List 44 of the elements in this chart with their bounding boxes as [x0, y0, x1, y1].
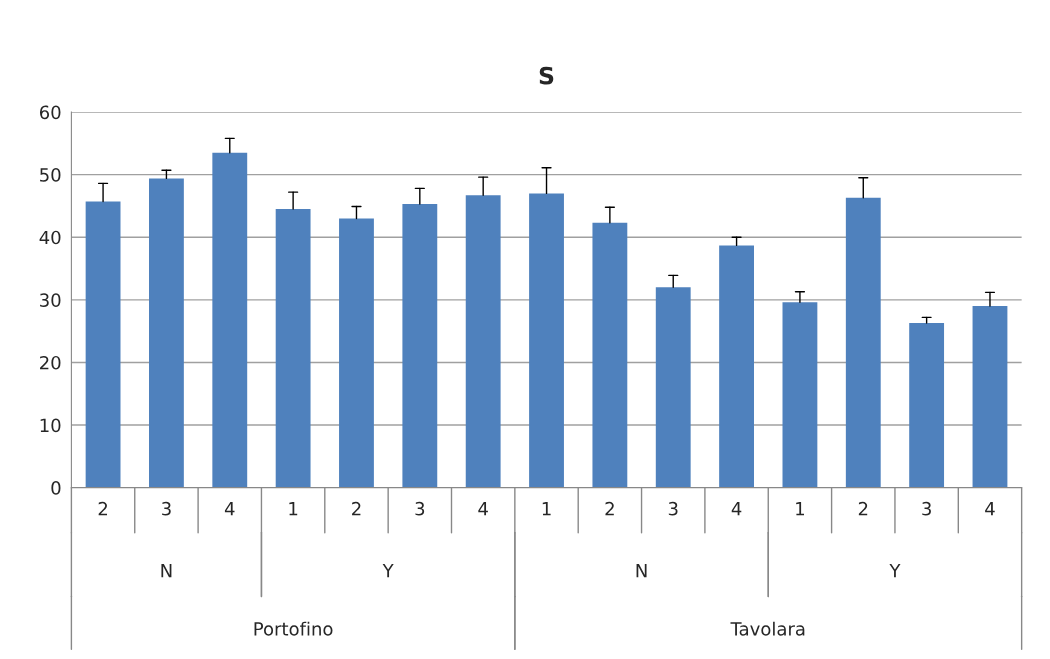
x-tick-label: 4 [731, 502, 742, 516]
bar [845, 197, 881, 488]
y-tick-label: 0 [51, 481, 61, 495]
text: Tavolara [730, 621, 805, 636]
bar [149, 178, 184, 488]
x-tick-label: 1 [289, 502, 298, 516]
y-tick-label: 30 [40, 293, 61, 307]
bar [909, 323, 945, 488]
bar [529, 193, 564, 488]
x-tick-label: 1 [796, 502, 804, 516]
x-tick-label: 3 [922, 501, 931, 516]
y-tick-label: 60 [39, 105, 61, 120]
y-tick-label: 40 [39, 230, 61, 245]
bar [655, 287, 691, 488]
bar [782, 302, 818, 488]
x-tick-label: 3 [162, 501, 171, 516]
bar [719, 245, 754, 488]
bar [212, 152, 248, 488]
text: Portofino [254, 621, 333, 636]
y-tick-label: 10 [40, 418, 61, 433]
text: N [161, 564, 172, 578]
bar [592, 222, 628, 488]
x-tick-label: 3 [668, 501, 678, 516]
bar [85, 201, 121, 488]
text: N [636, 564, 647, 578]
bar [402, 204, 438, 488]
chart-title: S [539, 66, 554, 85]
x-tick-label: 2 [352, 501, 361, 516]
y-tick-label: 50 [40, 168, 61, 182]
x-tick-label: 2 [605, 501, 614, 516]
x-tick-label: 4 [478, 502, 488, 516]
x-tick-label: 3 [415, 501, 425, 516]
bar [339, 218, 374, 488]
text: Y [889, 564, 901, 578]
bar [972, 306, 1008, 488]
y-tick-label: 20 [40, 355, 61, 370]
x-tick-label: 1 [542, 502, 551, 516]
x-tick-label: 2 [858, 501, 868, 516]
bar [465, 195, 501, 488]
x-tick-label: 2 [98, 501, 108, 516]
text: Y [382, 564, 394, 578]
x-tick-label: 4 [985, 502, 995, 516]
bar [275, 209, 311, 488]
x-tick-label: 4 [224, 502, 235, 516]
